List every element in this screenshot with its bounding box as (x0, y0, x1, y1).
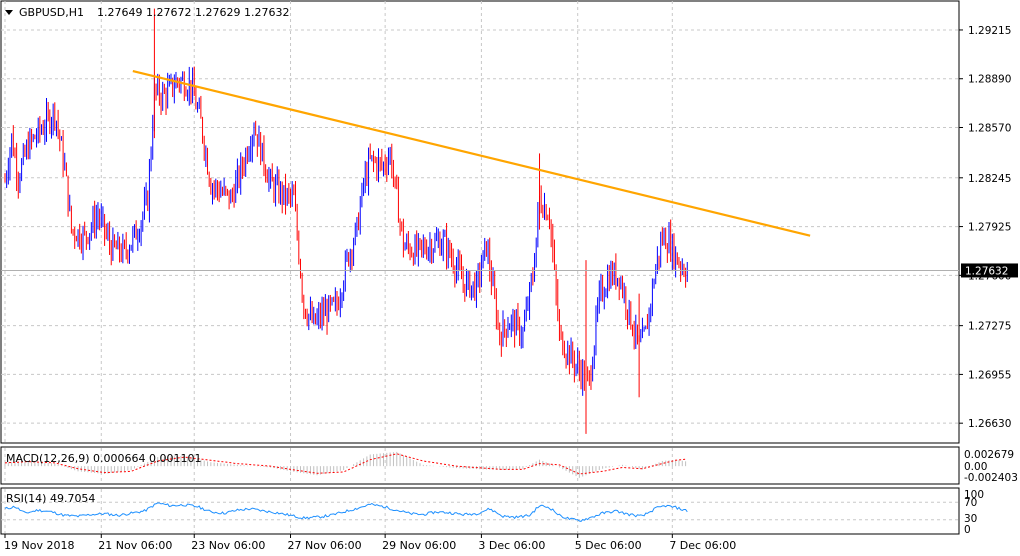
rsi-grid (1, 489, 959, 533)
rsi-plot-frame (0, 487, 960, 535)
price-axis: 1.29215 1.28890 1.28570 1.28245 1.27925 1.276… (959, 25, 1011, 430)
ohlc-values: 1.27649 1.27672 1.27629 1.27632 (97, 6, 289, 19)
price-tick-label: 1.26630 (968, 418, 1011, 430)
current-price-label: 1.27632 (965, 265, 1008, 277)
rsi-label: RSI(14) 49.7054 (6, 492, 95, 505)
current-price-tag: 1.27632 (961, 263, 1018, 278)
main-panel: GBPUSD,H1 1.27649 1.27672 1.27629 1.2763… (0, 0, 1018, 444)
macd-axis-top: 0.002679 (964, 449, 1014, 461)
macd-panel: MACD(12,26,9) 0.000664 0.001101 0.002679… (0, 446, 1018, 485)
macd-axis-bottom: -0.002403 (964, 472, 1018, 484)
price-bars (4, 8, 688, 434)
macd-histogram (4, 451, 687, 478)
time-tick-label: 7 Dec 06:00 (669, 539, 736, 552)
time-tick-label: 3 Dec 06:00 (478, 539, 545, 552)
rsi-axis-100: 100 (964, 489, 984, 501)
symbol-timeframe-label: GBPUSD,H1 (19, 6, 84, 19)
time-tick-label: 5 Dec 06:00 (575, 539, 642, 552)
macd-axis-zero: 0.00 (964, 461, 987, 473)
current-price-tag-bg (961, 263, 1018, 278)
dropdown-triangle-icon[interactable] (5, 10, 13, 15)
time-tick-label: 27 Nov 06:00 (288, 539, 362, 552)
time-tick-label: 21 Nov 06:00 (98, 539, 172, 552)
header-legend: GBPUSD,H1 1.27649 1.27672 1.27629 1.2763… (5, 6, 289, 19)
resistance-trendline (132, 70, 811, 237)
price-tick-label: 1.26955 (968, 369, 1011, 381)
price-tick-label: 1.29215 (968, 25, 1011, 37)
main-plot-frame (0, 0, 960, 444)
rsi-axis-30: 30 (964, 513, 977, 525)
rsi-axis-70: 70 (964, 497, 977, 509)
price-tick-label: 1.27275 (968, 321, 1011, 333)
macd-label: MACD(12,26,9) 0.000664 0.001101 (6, 452, 202, 465)
time-axis: 19 Nov 2018 21 Nov 06:00 23 Nov 06:00 27 No… (4, 534, 736, 552)
price-tick-label: 1.27925 (968, 222, 1011, 234)
price-tick-label: 1.28890 (968, 74, 1011, 86)
price-tick-label: 1.28570 (968, 123, 1011, 135)
rsi-panel: RSI(14) 49.7054 100 70 30 0 (0, 487, 984, 536)
time-tick-label: 23 Nov 06:00 (191, 539, 265, 552)
rsi-axis-0: 0 (964, 524, 971, 536)
price-tick-label: 1.28245 (968, 173, 1011, 185)
time-tick-label: 29 Nov 06:00 (382, 539, 456, 552)
macd-signal-line (4, 453, 686, 475)
rsi-line (4, 502, 688, 522)
time-tick-label: 19 Nov 2018 (4, 539, 74, 552)
